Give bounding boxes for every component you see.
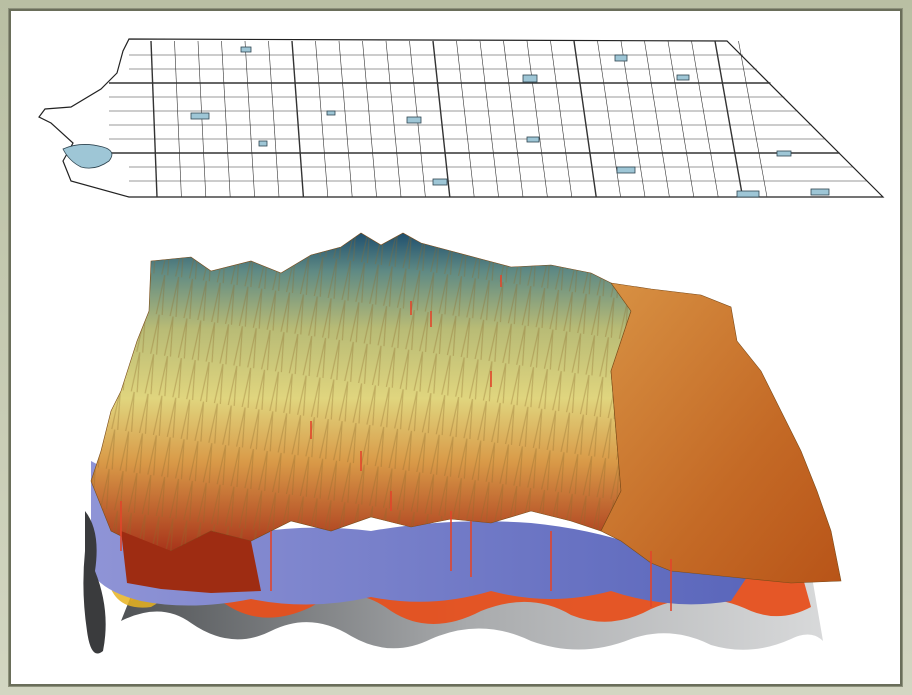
lake xyxy=(240,46,252,53)
lake xyxy=(616,166,636,174)
grid-column-line xyxy=(291,40,305,198)
grid-column-line xyxy=(620,40,646,198)
grid-column-line xyxy=(221,40,231,198)
lake xyxy=(326,110,336,116)
grid-column-line xyxy=(174,40,182,198)
grid-column-line xyxy=(526,40,548,198)
grid-column-line xyxy=(244,40,255,198)
lake xyxy=(776,150,792,157)
township-grid-map xyxy=(38,38,885,198)
water-bodies xyxy=(62,46,830,198)
lake xyxy=(190,112,210,120)
grid-column-line xyxy=(362,40,377,198)
well-markers xyxy=(120,275,672,611)
lake xyxy=(614,54,628,62)
grid-column-line xyxy=(479,40,499,198)
grid-column-line xyxy=(268,40,280,198)
lake xyxy=(526,136,540,143)
lake xyxy=(736,190,760,198)
grid-column-line xyxy=(338,40,353,198)
grid-column-line xyxy=(714,40,744,198)
grid-column-line xyxy=(644,40,670,198)
lake xyxy=(406,116,422,124)
dark-stratum xyxy=(83,511,106,654)
terrain-front-face xyxy=(121,531,261,593)
terrain-surface xyxy=(90,232,842,611)
grid-column-line xyxy=(456,40,475,198)
river-water xyxy=(62,144,113,169)
grid-column-line xyxy=(503,40,524,198)
grid-column-line xyxy=(150,40,158,198)
grid-column-line xyxy=(573,40,597,198)
grid-column-line xyxy=(315,40,329,198)
grid-column-line xyxy=(385,40,402,198)
grid-column-line xyxy=(550,40,573,198)
map-outline xyxy=(38,38,885,198)
lake xyxy=(676,74,690,81)
lake xyxy=(522,74,538,83)
figure-panel xyxy=(9,9,902,686)
lake xyxy=(258,140,268,147)
terrain-ridge-texture xyxy=(91,233,631,551)
lake xyxy=(432,178,448,186)
terrain-east-plain xyxy=(600,282,842,584)
lake xyxy=(810,188,830,196)
grid-column-line xyxy=(432,40,451,198)
grid-column-line xyxy=(691,40,719,198)
grid-column-line xyxy=(738,40,768,198)
block-diagram xyxy=(38,38,885,654)
grid-column-line xyxy=(667,40,695,198)
